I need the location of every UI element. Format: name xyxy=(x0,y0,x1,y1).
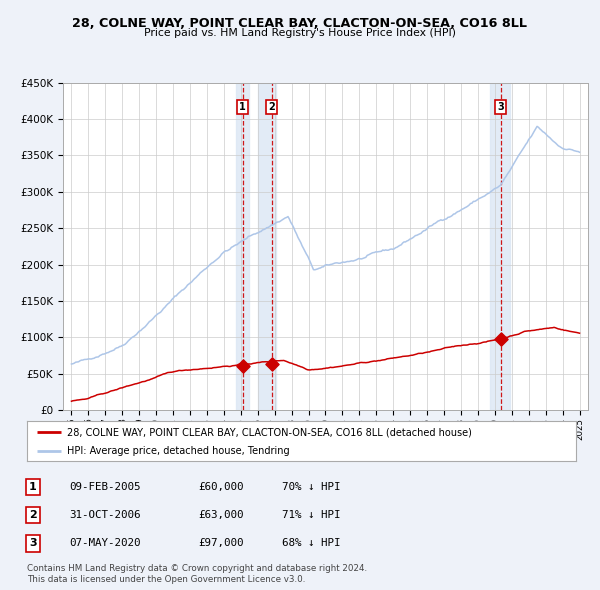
Text: 3: 3 xyxy=(29,539,37,548)
Text: This data is licensed under the Open Government Licence v3.0.: This data is licensed under the Open Gov… xyxy=(27,575,305,584)
Text: 31-OCT-2006: 31-OCT-2006 xyxy=(69,510,140,520)
Text: 28, COLNE WAY, POINT CLEAR BAY, CLACTON-ON-SEA, CO16 8LL: 28, COLNE WAY, POINT CLEAR BAY, CLACTON-… xyxy=(73,17,527,30)
Text: 2: 2 xyxy=(269,102,275,112)
Text: 3: 3 xyxy=(497,102,504,112)
Point xyxy=(267,359,277,369)
Text: Contains HM Land Registry data © Crown copyright and database right 2024.: Contains HM Land Registry data © Crown c… xyxy=(27,565,367,573)
Text: £60,000: £60,000 xyxy=(198,482,244,491)
Text: 1: 1 xyxy=(29,482,37,491)
Bar xyxy=(236,83,249,410)
Bar xyxy=(258,83,277,410)
Text: £63,000: £63,000 xyxy=(198,510,244,520)
Text: 07-MAY-2020: 07-MAY-2020 xyxy=(69,539,140,548)
Text: 1: 1 xyxy=(239,102,246,112)
Bar xyxy=(490,83,510,410)
Text: 2: 2 xyxy=(29,510,37,520)
Text: 09-FEB-2005: 09-FEB-2005 xyxy=(69,482,140,491)
Text: 28, COLNE WAY, POINT CLEAR BAY, CLACTON-ON-SEA, CO16 8LL (detached house): 28, COLNE WAY, POINT CLEAR BAY, CLACTON-… xyxy=(67,427,472,437)
Text: £97,000: £97,000 xyxy=(198,539,244,548)
Text: 70% ↓ HPI: 70% ↓ HPI xyxy=(282,482,341,491)
Point xyxy=(496,335,506,344)
Text: HPI: Average price, detached house, Tendring: HPI: Average price, detached house, Tend… xyxy=(67,445,289,455)
Point xyxy=(238,362,247,371)
Text: Price paid vs. HM Land Registry's House Price Index (HPI): Price paid vs. HM Land Registry's House … xyxy=(144,28,456,38)
Text: 71% ↓ HPI: 71% ↓ HPI xyxy=(282,510,341,520)
Text: 68% ↓ HPI: 68% ↓ HPI xyxy=(282,539,341,548)
